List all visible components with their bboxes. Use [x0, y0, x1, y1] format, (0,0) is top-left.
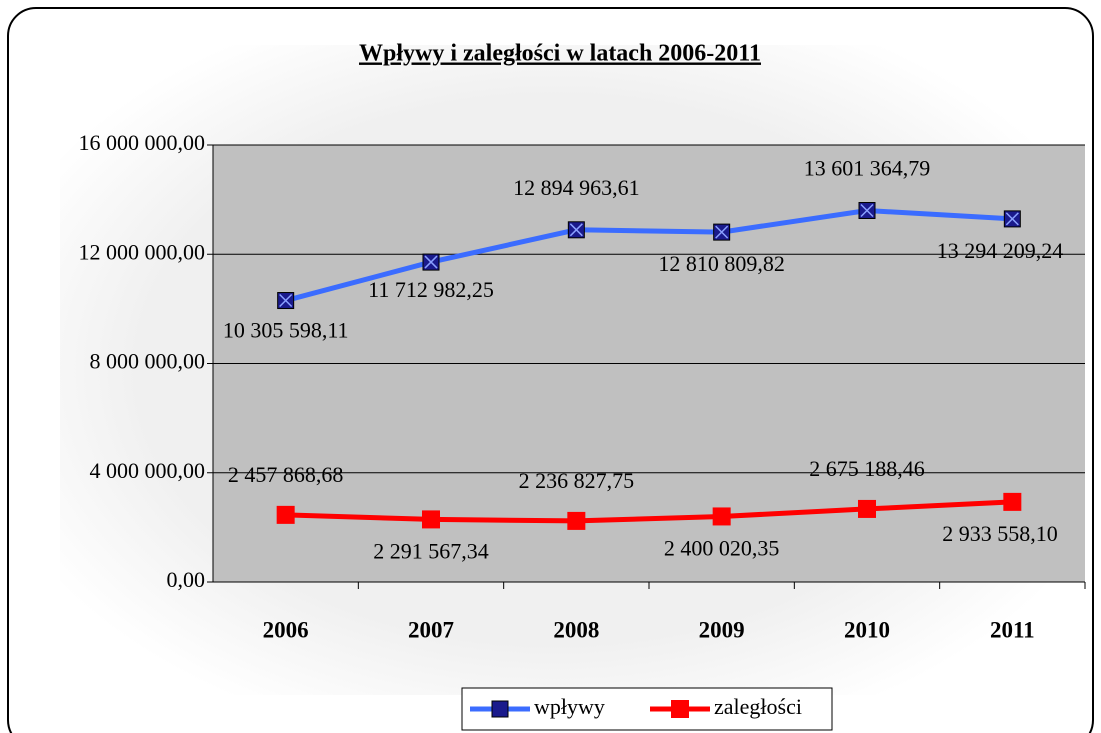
data-label: 12 810 809,82	[658, 251, 785, 276]
y-tick-label: 0,00	[167, 567, 206, 592]
marker-cross	[1005, 212, 1019, 226]
data-label: 12 894 963,61	[513, 175, 640, 200]
marker	[712, 507, 731, 526]
legend-label: wpływy	[534, 694, 605, 719]
legend-marker	[671, 700, 689, 718]
data-label: 2 675 188,46	[809, 456, 925, 481]
y-tick-label: 4 000 000,00	[90, 458, 206, 483]
data-label: 2 457 868,68	[228, 462, 344, 487]
legend-marker	[491, 700, 509, 718]
marker	[1003, 492, 1022, 511]
data-label: 13 294 209,24	[937, 238, 1064, 263]
marker	[567, 511, 586, 530]
y-tick-label: 12 000 000,00	[79, 239, 206, 264]
data-label: 2 933 558,10	[942, 521, 1058, 546]
marker-cross	[279, 293, 293, 308]
data-label: 11 712 982,25	[368, 277, 494, 302]
x-tick-label: 2008	[553, 617, 599, 642]
x-tick-label: 2009	[699, 617, 745, 642]
chart-title: Wpływy i zaległości w latach 2006-2011	[359, 41, 761, 67]
series-line	[285, 208, 1013, 303]
x-tick-label: 2010	[844, 617, 890, 642]
marker-cross	[569, 223, 583, 237]
x-tick-label: 2011	[990, 617, 1035, 642]
y-tick-label: 16 000 000,00	[79, 130, 206, 155]
data-label: 2 236 827,75	[519, 468, 635, 493]
marker-cross	[424, 255, 438, 269]
data-label: 13 601 364,79	[804, 156, 931, 181]
legend-label: zaległości	[714, 694, 802, 719]
marker-cross	[715, 225, 729, 239]
series-line	[285, 499, 1013, 524]
y-tick-label: 8 000 000,00	[90, 349, 206, 374]
data-label: 2 291 567,34	[373, 538, 489, 563]
x-tick-label: 2006	[263, 617, 309, 642]
marker	[858, 499, 876, 518]
marker	[276, 505, 295, 524]
x-tick-label: 2007	[408, 617, 454, 642]
marker-cross	[860, 203, 874, 218]
data-label: 2 400 020,35	[664, 535, 780, 560]
marker	[422, 510, 440, 529]
data-label: 10 305 598,11	[223, 318, 349, 343]
